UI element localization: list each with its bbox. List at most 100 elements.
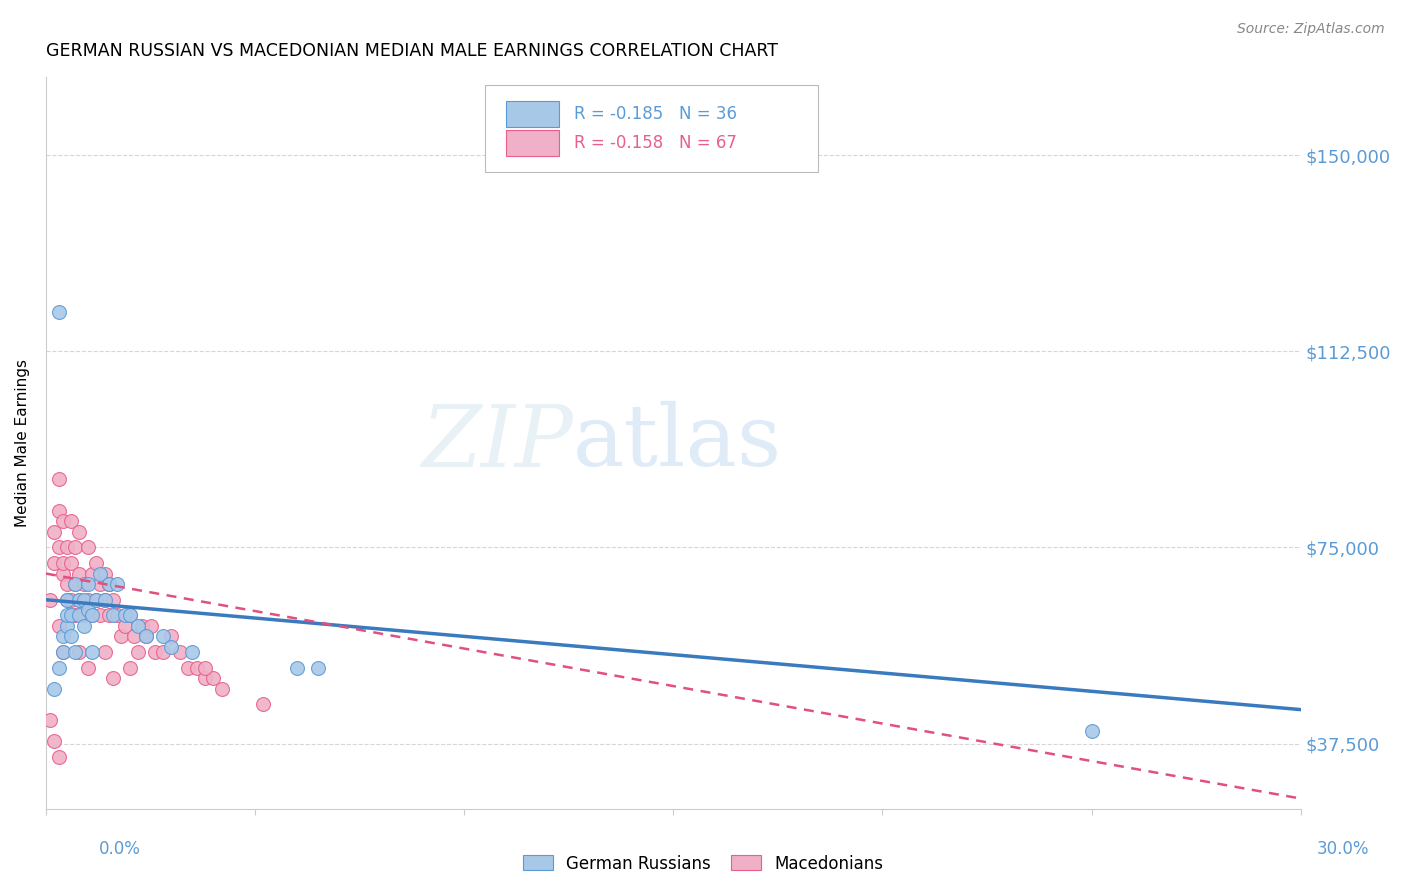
- Text: Source: ZipAtlas.com: Source: ZipAtlas.com: [1237, 22, 1385, 37]
- Point: [44, 734, 66, 748]
- Point: [67, 524, 90, 539]
- Point: [67, 608, 90, 623]
- Point: [80, 608, 103, 623]
- Point: [60, 514, 83, 528]
- Point: [105, 577, 128, 591]
- Point: [52, 556, 75, 570]
- Text: ZIP: ZIP: [420, 401, 572, 484]
- Text: 30.0%: 30.0%: [1316, 840, 1369, 858]
- Point: [202, 671, 225, 685]
- Point: [52, 645, 75, 659]
- Point: [76, 541, 98, 555]
- Point: [67, 566, 90, 581]
- Point: [114, 619, 136, 633]
- Point: [76, 661, 98, 675]
- Point: [114, 608, 136, 623]
- Point: [93, 592, 115, 607]
- Point: [139, 619, 162, 633]
- Point: [48, 749, 70, 764]
- Point: [181, 645, 204, 659]
- Point: [48, 472, 70, 486]
- Point: [127, 619, 149, 633]
- Point: [169, 645, 191, 659]
- Point: [84, 556, 107, 570]
- Point: [89, 608, 111, 623]
- Text: 0.0%: 0.0%: [98, 840, 141, 858]
- Text: R = -0.185   N = 36: R = -0.185 N = 36: [574, 105, 737, 123]
- Point: [67, 645, 90, 659]
- Point: [122, 629, 145, 643]
- Point: [39, 713, 62, 727]
- Point: [110, 629, 132, 643]
- Point: [72, 577, 94, 591]
- Point: [44, 556, 66, 570]
- Point: [48, 541, 70, 555]
- Point: [93, 566, 115, 581]
- Point: [1080, 723, 1102, 738]
- Point: [97, 577, 120, 591]
- Point: [101, 671, 124, 685]
- FancyBboxPatch shape: [506, 101, 560, 128]
- Point: [67, 592, 90, 607]
- Point: [177, 661, 200, 675]
- Point: [93, 645, 115, 659]
- Point: [80, 566, 103, 581]
- Point: [56, 619, 79, 633]
- Point: [56, 608, 79, 623]
- Point: [48, 305, 70, 319]
- Point: [72, 592, 94, 607]
- Point: [285, 661, 308, 675]
- Point: [118, 608, 141, 623]
- Text: R = -0.158   N = 67: R = -0.158 N = 67: [574, 134, 737, 153]
- Point: [76, 577, 98, 591]
- Point: [194, 661, 217, 675]
- Point: [44, 524, 66, 539]
- Point: [67, 592, 90, 607]
- Point: [105, 608, 128, 623]
- Point: [131, 619, 153, 633]
- Point: [80, 608, 103, 623]
- Point: [152, 629, 174, 643]
- Point: [118, 608, 141, 623]
- Point: [118, 661, 141, 675]
- Point: [56, 577, 79, 591]
- Point: [143, 645, 166, 659]
- Point: [76, 603, 98, 617]
- Point: [135, 629, 157, 643]
- Point: [89, 577, 111, 591]
- Point: [52, 514, 75, 528]
- Point: [56, 592, 79, 607]
- Point: [52, 566, 75, 581]
- Point: [84, 592, 107, 607]
- Point: [56, 592, 79, 607]
- Point: [89, 566, 111, 581]
- Point: [39, 592, 62, 607]
- Point: [48, 504, 70, 518]
- Point: [307, 661, 329, 675]
- Point: [60, 608, 83, 623]
- Point: [211, 681, 233, 696]
- Point: [65, 577, 87, 591]
- FancyBboxPatch shape: [485, 86, 818, 172]
- Point: [65, 645, 87, 659]
- Point: [56, 541, 79, 555]
- Point: [65, 541, 87, 555]
- Point: [60, 592, 83, 607]
- Point: [72, 608, 94, 623]
- Point: [76, 592, 98, 607]
- Point: [65, 608, 87, 623]
- Point: [84, 592, 107, 607]
- Point: [48, 661, 70, 675]
- Point: [48, 619, 70, 633]
- Y-axis label: Median Male Earnings: Median Male Earnings: [15, 359, 30, 527]
- Point: [152, 645, 174, 659]
- Point: [194, 671, 217, 685]
- Point: [101, 592, 124, 607]
- Point: [127, 645, 149, 659]
- Point: [44, 681, 66, 696]
- Text: GERMAN RUSSIAN VS MACEDONIAN MEDIAN MALE EARNINGS CORRELATION CHART: GERMAN RUSSIAN VS MACEDONIAN MEDIAN MALE…: [46, 42, 778, 60]
- Point: [97, 608, 120, 623]
- Point: [186, 661, 208, 675]
- Point: [101, 608, 124, 623]
- Point: [135, 629, 157, 643]
